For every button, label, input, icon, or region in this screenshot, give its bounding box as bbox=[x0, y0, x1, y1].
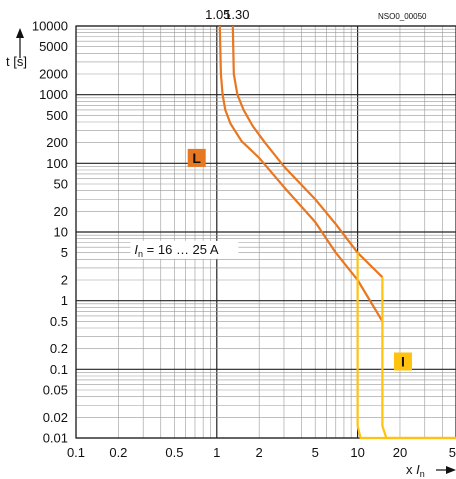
y-tick-label: 0.05 bbox=[43, 383, 68, 398]
x-tick-label: 2 bbox=[256, 445, 263, 460]
x-axis-label bbox=[436, 466, 456, 474]
y-tick-label: 5 bbox=[61, 245, 68, 260]
grid bbox=[75, 25, 456, 439]
series-line-instantaneous-lower bbox=[356, 252, 456, 440]
x-tick-label: 0.1 bbox=[67, 445, 85, 460]
y-tick-label: 0.5 bbox=[50, 314, 68, 329]
y-axis-label-text: t [s] bbox=[6, 54, 27, 69]
marker-i-label: I bbox=[401, 354, 405, 370]
y-tick-label: 2 bbox=[61, 272, 68, 287]
plot-frame bbox=[75, 25, 456, 439]
y-axis-label bbox=[16, 28, 24, 58]
x-tick-label: 50 bbox=[449, 445, 456, 460]
top-label: 1.05 bbox=[205, 7, 230, 22]
y-tick-label: 10000 bbox=[32, 19, 68, 34]
range-label-bg bbox=[130, 240, 239, 259]
x-tick-label: 5 bbox=[312, 445, 319, 460]
series-line-overload-upper bbox=[231, 25, 384, 278]
series-line-overload-lower bbox=[218, 25, 384, 322]
document-id: NSO0_00050 bbox=[378, 12, 427, 21]
y-tick-label: 10 bbox=[54, 225, 68, 240]
y-tick-label: 50 bbox=[54, 177, 68, 192]
y-tick-label: 5000 bbox=[39, 39, 68, 54]
series-group bbox=[218, 25, 456, 440]
y-tick-label: 200 bbox=[46, 135, 68, 150]
y-tick-label: 500 bbox=[46, 108, 68, 123]
x-tick-label: 1 bbox=[213, 445, 220, 460]
annotations: t [s] x In In = 16 … 25 A L I bbox=[6, 54, 425, 479]
range-label: In = 16 … 25 A bbox=[134, 242, 218, 259]
top-labels: 1.051.30 bbox=[205, 7, 249, 22]
y-tick-label: 2000 bbox=[39, 66, 68, 81]
y-tick-label: 100 bbox=[46, 156, 68, 171]
y-tick-label: 1000 bbox=[39, 87, 68, 102]
x-tick-label: 10 bbox=[350, 445, 364, 460]
x-tick-label: 0.5 bbox=[165, 445, 183, 460]
x-tick-label: 0.2 bbox=[109, 445, 127, 460]
y-tick-label: 20 bbox=[54, 204, 68, 219]
marker-i-box bbox=[393, 352, 412, 371]
y-tick-label: 0.1 bbox=[50, 362, 68, 377]
y-tick-labels: 10000 5000 2000 1000 500 200 100 50 20 10 5 2 1 0.5 0.… bbox=[32, 19, 68, 446]
y-tick-label: 0.01 bbox=[43, 431, 68, 446]
top-label: 1.30 bbox=[224, 7, 249, 22]
marker-l-label: L bbox=[192, 150, 201, 166]
y-tick-label: 1 bbox=[61, 293, 68, 308]
x-tick-labels: 0.1 0.2 0.5 1 2 5 10 20 50 bbox=[67, 445, 456, 460]
y-tick-label: 0.2 bbox=[50, 341, 68, 356]
marker-l-box bbox=[187, 148, 206, 167]
x-tick-label: 20 bbox=[393, 445, 407, 460]
series-line-instantaneous-upper bbox=[381, 277, 456, 440]
x-axis-label-text: x In bbox=[406, 462, 425, 479]
y-tick-label: 0.02 bbox=[43, 410, 68, 425]
